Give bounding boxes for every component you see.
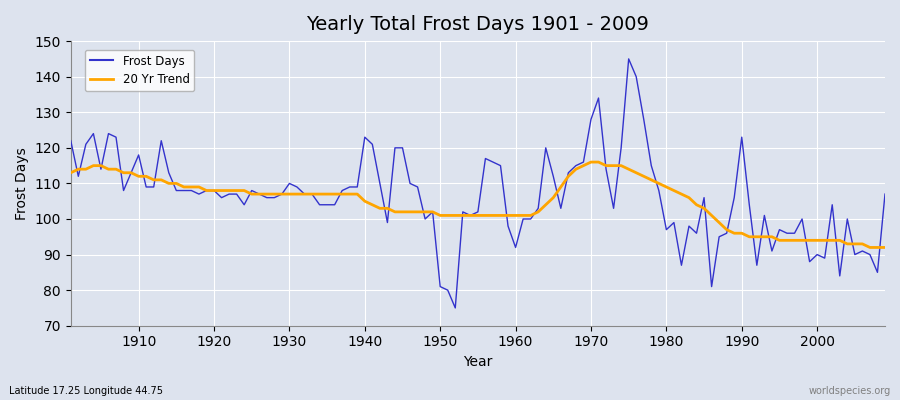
Y-axis label: Frost Days: Frost Days <box>15 147 29 220</box>
X-axis label: Year: Year <box>464 355 492 369</box>
Title: Yearly Total Frost Days 1901 - 2009: Yearly Total Frost Days 1901 - 2009 <box>307 15 649 34</box>
Legend: Frost Days, 20 Yr Trend: Frost Days, 20 Yr Trend <box>85 50 194 91</box>
Text: Latitude 17.25 Longitude 44.75: Latitude 17.25 Longitude 44.75 <box>9 386 163 396</box>
Text: worldspecies.org: worldspecies.org <box>809 386 891 396</box>
